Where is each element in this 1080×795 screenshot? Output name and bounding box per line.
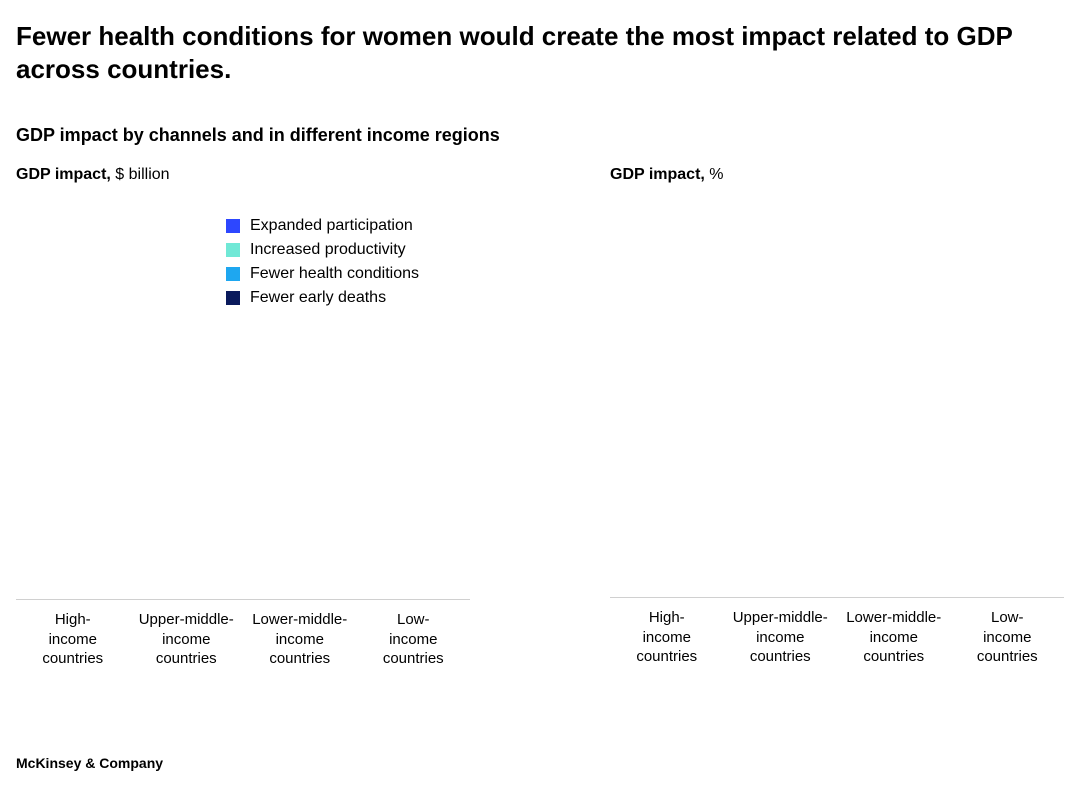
legend-item: Fewer health conditions bbox=[226, 262, 470, 286]
legend-swatch bbox=[226, 219, 240, 233]
charts-container: GDP impact, $ billion Expanded participa… bbox=[16, 166, 1064, 669]
axis-label-bold: GDP impact, bbox=[16, 166, 111, 183]
legend-label: Fewer early deaths bbox=[250, 286, 386, 310]
chart-headline: Fewer health conditions for women would … bbox=[16, 20, 1016, 85]
legend-label: Fewer health conditions bbox=[250, 262, 419, 286]
legend-spacer bbox=[610, 214, 1064, 338]
x-tick-label: Low-incomecountries bbox=[357, 610, 471, 669]
chart-right: GDP impact, % High-incomecountries Upper… bbox=[610, 166, 1064, 669]
axis-label-bold: GDP impact, bbox=[610, 166, 705, 183]
x-tick-label: Upper-middle-incomecountries bbox=[130, 610, 244, 669]
x-tick-label: Lower-middle-incomecountries bbox=[837, 608, 951, 667]
chart-left: GDP impact, $ billion Expanded participa… bbox=[16, 166, 470, 669]
axis-title-left: GDP impact, $ billion bbox=[16, 166, 470, 184]
legend-swatch bbox=[226, 291, 240, 305]
legend-item: Increased productivity bbox=[226, 238, 470, 262]
legend-item: Fewer early deaths bbox=[226, 286, 470, 310]
x-axis-right: High-incomecountries Upper-middle-income… bbox=[610, 608, 1064, 667]
axis-label-unit: $ billion bbox=[111, 166, 170, 183]
axis-label-unit: % bbox=[705, 166, 724, 183]
legend-item: Expanded participation bbox=[226, 214, 470, 238]
source-attribution: McKinsey & Company bbox=[16, 755, 163, 771]
x-tick-label: High-incomecountries bbox=[610, 608, 724, 667]
legend-swatch bbox=[226, 243, 240, 257]
legend-label: Expanded participation bbox=[250, 214, 413, 238]
x-tick-label: Low-incomecountries bbox=[951, 608, 1065, 667]
plot-area-left bbox=[16, 340, 470, 600]
x-tick-label: Upper-middle-incomecountries bbox=[724, 608, 838, 667]
axis-title-right: GDP impact, % bbox=[610, 166, 1064, 184]
legend-label: Increased productivity bbox=[250, 238, 406, 262]
x-axis-left: High-incomecountries Upper-middle-income… bbox=[16, 610, 470, 669]
chart-subtitle: GDP impact by channels and in different … bbox=[16, 125, 1064, 146]
legend-swatch bbox=[226, 267, 240, 281]
x-tick-label: Lower-middle-incomecountries bbox=[243, 610, 357, 669]
plot-area-right bbox=[610, 338, 1064, 598]
legend: Expanded participation Increased product… bbox=[226, 214, 470, 310]
x-tick-label: High-incomecountries bbox=[16, 610, 130, 669]
